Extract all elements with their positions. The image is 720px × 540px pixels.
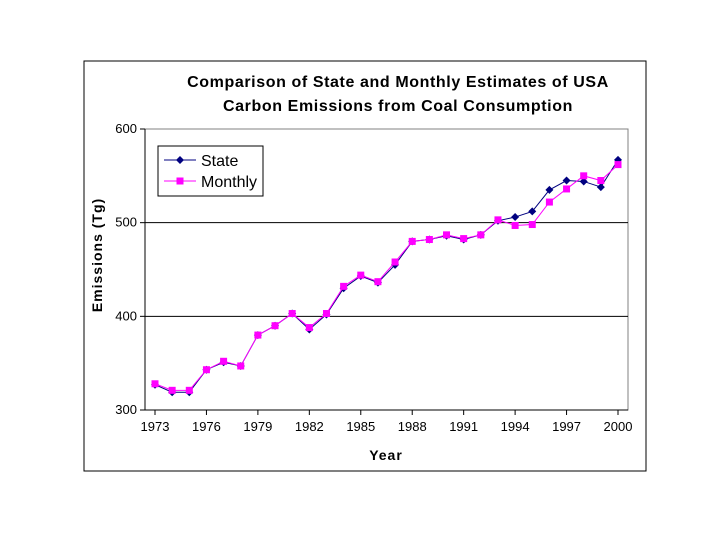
series-state-point-1996 — [545, 185, 554, 194]
x-tick-label-1988: 1988 — [398, 419, 427, 434]
series-state-point-1995 — [528, 207, 537, 216]
series-monthly-point-1990 — [443, 231, 451, 239]
series-monthly-point-1984 — [340, 282, 348, 290]
series-monthly-point-1997 — [563, 185, 571, 193]
x-tick-label-1973: 1973 — [141, 419, 170, 434]
y-tick-labels: 300 400 500 600 — [115, 121, 137, 417]
y-tick-label-400: 400 — [115, 308, 137, 323]
y-tick-label-500: 500 — [115, 215, 137, 230]
x-tick-label-1997: 1997 — [552, 419, 581, 434]
series-state-point-1994 — [511, 213, 520, 222]
series-monthly-point-1976 — [202, 366, 210, 374]
series-monthly-point-1999 — [597, 177, 605, 185]
series-state-point-1999 — [596, 183, 605, 192]
legend-state-marker — [176, 156, 184, 164]
series-monthly-point-1974 — [168, 386, 176, 394]
x-tick-label-2000: 2000 — [604, 419, 633, 434]
series-monthly-point-1994 — [511, 221, 519, 229]
x-tick-label-1985: 1985 — [346, 419, 375, 434]
series-monthly-point-1993 — [494, 216, 502, 224]
series-monthly-point-1973 — [151, 380, 159, 388]
legend-monthly-marker — [176, 177, 184, 185]
series-monthly-point-1998 — [580, 172, 588, 180]
x-tick-label-1979: 1979 — [243, 419, 272, 434]
chart-title-line-1: Comparison of State and Monthly Estimate… — [187, 74, 609, 91]
series-monthly-point-1983 — [322, 310, 330, 318]
legend-monthly-label: Monthly — [201, 174, 257, 191]
x-axis-title: Year — [369, 447, 403, 463]
series-layer — [151, 155, 622, 397]
x-tick-label-1991: 1991 — [449, 419, 478, 434]
series-monthly-point-1991 — [460, 235, 468, 243]
series-monthly-point-1987 — [391, 258, 399, 266]
series-monthly-point-1975 — [185, 386, 193, 394]
series-monthly-point-1979 — [254, 331, 262, 339]
series-monthly-point-1980 — [271, 322, 279, 330]
legend-box — [157, 145, 264, 197]
series-monthly-point-1985 — [357, 271, 365, 279]
x-tick-labels: 1973 1976 1979 1982 1985 1988 1991 1994 1997 2000 — [141, 419, 633, 434]
series-monthly-point-1995 — [528, 221, 536, 229]
y-tick-label-300: 300 — [115, 402, 137, 417]
series-monthly-point-1986 — [374, 278, 382, 286]
series-monthly-point-1996 — [545, 198, 553, 206]
x-tick-label-1982: 1982 — [295, 419, 324, 434]
x-tick-label-1976: 1976 — [192, 419, 221, 434]
series-monthly-point-1989 — [425, 236, 433, 244]
series-monthly-point-1978 — [237, 362, 245, 370]
axes — [140, 128, 628, 415]
grid-lines — [145, 222, 628, 317]
series-monthly-line — [154, 164, 619, 391]
series-monthly-point-1988 — [408, 237, 416, 245]
y-tick-label-600: 600 — [115, 121, 137, 136]
series-state-point-1997 — [562, 176, 571, 185]
series-monthly-point-1982 — [305, 324, 313, 332]
chart-title-line-2: Carbon Emissions from Coal Consumption — [223, 98, 573, 115]
x-tick-label-1994: 1994 — [501, 419, 530, 434]
y-axis-title: Emissions (Tg) — [89, 198, 105, 312]
legend-state-label: State — [201, 153, 238, 170]
series-monthly-point-2000 — [614, 161, 622, 169]
series-monthly-point-1977 — [220, 357, 228, 365]
series-monthly-point-1981 — [288, 310, 296, 318]
series-monthly-point-1992 — [477, 231, 485, 239]
series-state-point-1998 — [579, 177, 588, 186]
legend: State Monthly — [157, 145, 264, 197]
